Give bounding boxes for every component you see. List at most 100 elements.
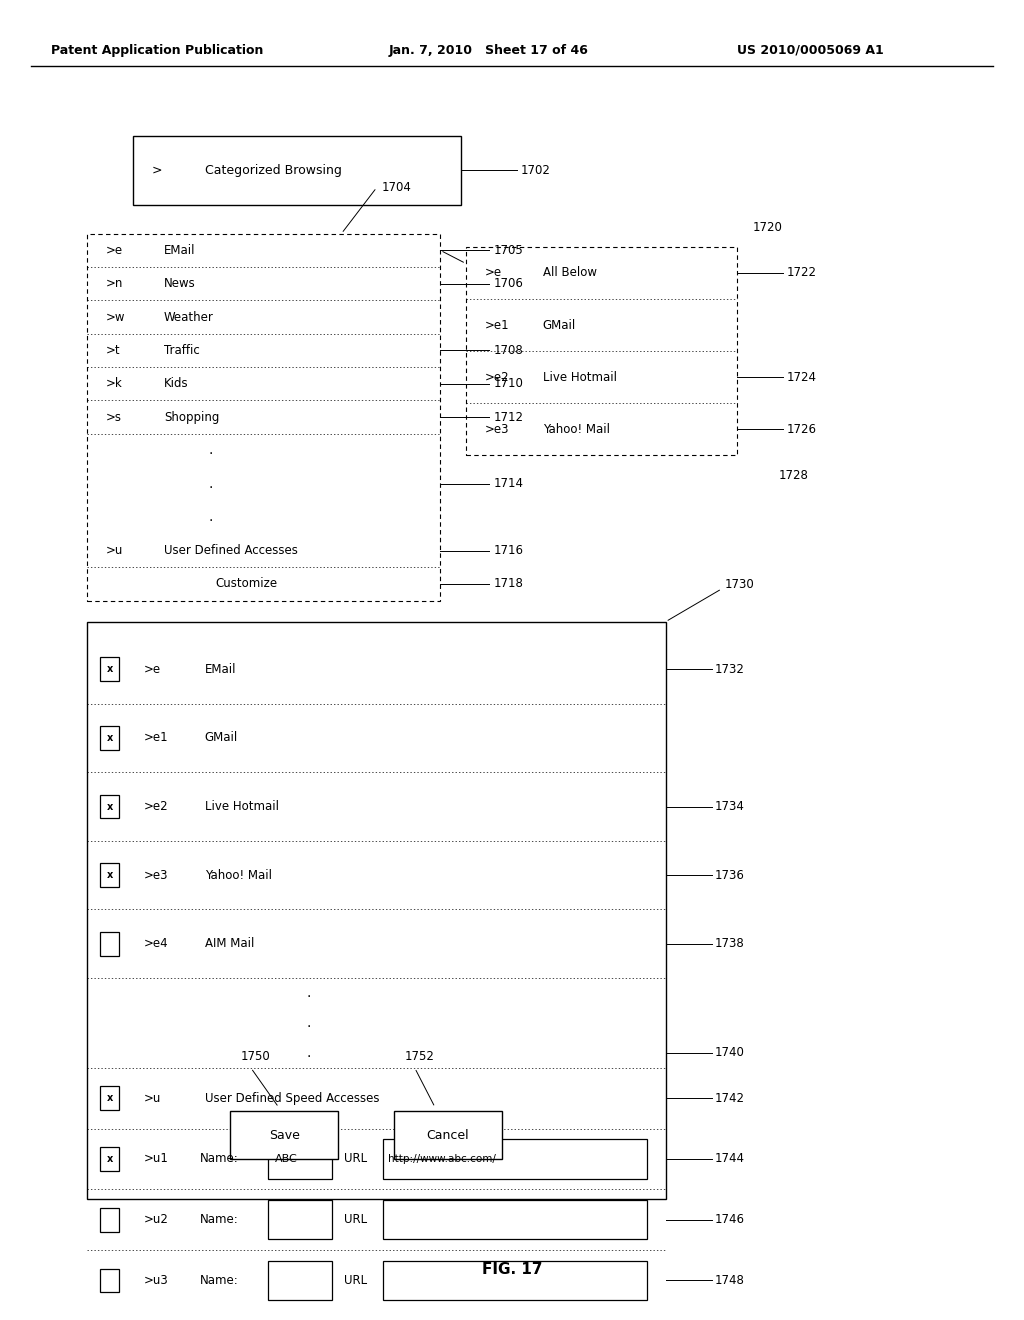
Bar: [100, 657, 119, 681]
Text: >e1: >e1: [484, 318, 509, 331]
Text: >u: >u: [143, 1092, 161, 1105]
Text: Live Hotmail: Live Hotmail: [543, 371, 616, 384]
Text: 1712: 1712: [494, 411, 523, 424]
Text: >u2: >u2: [143, 1213, 168, 1226]
Text: FIG. 17: FIG. 17: [481, 1262, 543, 1278]
Text: Categorized Browsing: Categorized Browsing: [205, 164, 342, 177]
Text: Cancel: Cancel: [427, 1129, 469, 1142]
Text: Weather: Weather: [164, 310, 214, 323]
Bar: [100, 863, 119, 887]
Text: x: x: [106, 733, 113, 743]
Text: GMail: GMail: [543, 318, 575, 331]
Text: .: .: [307, 1016, 311, 1030]
Text: 1726: 1726: [786, 422, 816, 436]
Text: .: .: [209, 477, 213, 491]
Text: Shopping: Shopping: [164, 411, 219, 424]
Text: >: >: [152, 164, 162, 177]
Text: ABC: ABC: [274, 1154, 297, 1164]
Text: >e: >e: [484, 267, 502, 280]
Text: 1705: 1705: [494, 244, 523, 257]
Bar: [100, 726, 119, 750]
Text: 1740: 1740: [715, 1047, 744, 1060]
Text: 1706: 1706: [494, 277, 523, 290]
Text: EMail: EMail: [205, 663, 237, 676]
Text: .: .: [307, 1045, 311, 1060]
Text: 1710: 1710: [494, 378, 523, 391]
Text: 1708: 1708: [494, 345, 523, 356]
Bar: [100, 795, 119, 818]
Text: 1752: 1752: [404, 1049, 434, 1063]
Bar: [100, 1086, 119, 1110]
Text: x: x: [106, 1093, 113, 1104]
Bar: [383, 1200, 647, 1239]
Bar: [100, 932, 119, 956]
Text: 1716: 1716: [494, 544, 523, 557]
Text: Yahoo! Mail: Yahoo! Mail: [543, 422, 609, 436]
Text: 1744: 1744: [715, 1152, 744, 1166]
Text: >e1: >e1: [143, 731, 168, 744]
Text: 1704: 1704: [382, 181, 412, 194]
Text: 1718: 1718: [494, 577, 523, 590]
Text: >k: >k: [105, 378, 122, 391]
Text: x: x: [106, 664, 113, 675]
Text: >u: >u: [105, 544, 123, 557]
Text: .: .: [307, 986, 311, 1001]
Text: User Defined Speed Accesses: User Defined Speed Accesses: [205, 1092, 379, 1105]
Bar: [268, 1139, 332, 1179]
Text: URL: URL: [344, 1213, 368, 1226]
Text: Customize: Customize: [215, 577, 278, 590]
Text: 1730: 1730: [725, 578, 755, 591]
Text: 1746: 1746: [715, 1213, 744, 1226]
Text: >e: >e: [105, 244, 123, 257]
Text: Traffic: Traffic: [164, 345, 200, 356]
Text: EMail: EMail: [164, 244, 196, 257]
Text: All Below: All Below: [543, 267, 597, 280]
Bar: [466, 247, 737, 455]
Bar: [100, 1208, 119, 1232]
Text: Name:: Name:: [200, 1274, 239, 1287]
Text: >t: >t: [105, 345, 120, 356]
Text: 1734: 1734: [715, 800, 744, 813]
Text: >e3: >e3: [143, 869, 168, 882]
Text: User Defined Accesses: User Defined Accesses: [164, 544, 298, 557]
Text: 1720: 1720: [753, 220, 782, 234]
Text: 1702: 1702: [520, 164, 550, 177]
Text: x: x: [106, 801, 113, 812]
Text: x: x: [106, 870, 113, 880]
Bar: [268, 1200, 332, 1239]
Text: >u3: >u3: [143, 1274, 168, 1287]
Text: Kids: Kids: [164, 378, 188, 391]
Bar: [100, 1269, 119, 1292]
Text: >e3: >e3: [484, 422, 509, 436]
Bar: [133, 136, 461, 205]
Bar: [383, 1139, 647, 1179]
Text: >u1: >u1: [143, 1152, 168, 1166]
Text: >w: >w: [105, 310, 125, 323]
Text: US 2010/0005069 A1: US 2010/0005069 A1: [737, 44, 884, 57]
Text: 1750: 1750: [241, 1049, 270, 1063]
Text: Yahoo! Mail: Yahoo! Mail: [205, 869, 271, 882]
Text: Patent Application Publication: Patent Application Publication: [51, 44, 263, 57]
Text: 1738: 1738: [715, 937, 744, 950]
Text: Name:: Name:: [200, 1152, 239, 1166]
Bar: [394, 1111, 502, 1159]
Text: 1722: 1722: [786, 267, 816, 280]
Text: >e2: >e2: [143, 800, 168, 813]
Text: Name:: Name:: [200, 1213, 239, 1226]
Text: Jan. 7, 2010   Sheet 17 of 46: Jan. 7, 2010 Sheet 17 of 46: [389, 44, 589, 57]
Text: >n: >n: [105, 277, 123, 290]
Bar: [383, 1261, 647, 1300]
Text: GMail: GMail: [205, 731, 238, 744]
Text: >e4: >e4: [143, 937, 168, 950]
Bar: [87, 622, 666, 1199]
Text: News: News: [164, 277, 196, 290]
Text: 1724: 1724: [786, 371, 816, 384]
Text: Live Hotmail: Live Hotmail: [205, 800, 279, 813]
Text: Save: Save: [268, 1129, 300, 1142]
Text: URL: URL: [344, 1152, 368, 1166]
Bar: [230, 1111, 338, 1159]
Bar: [87, 234, 440, 601]
Text: 1736: 1736: [715, 869, 744, 882]
Bar: [268, 1261, 332, 1300]
Bar: [100, 1147, 119, 1171]
